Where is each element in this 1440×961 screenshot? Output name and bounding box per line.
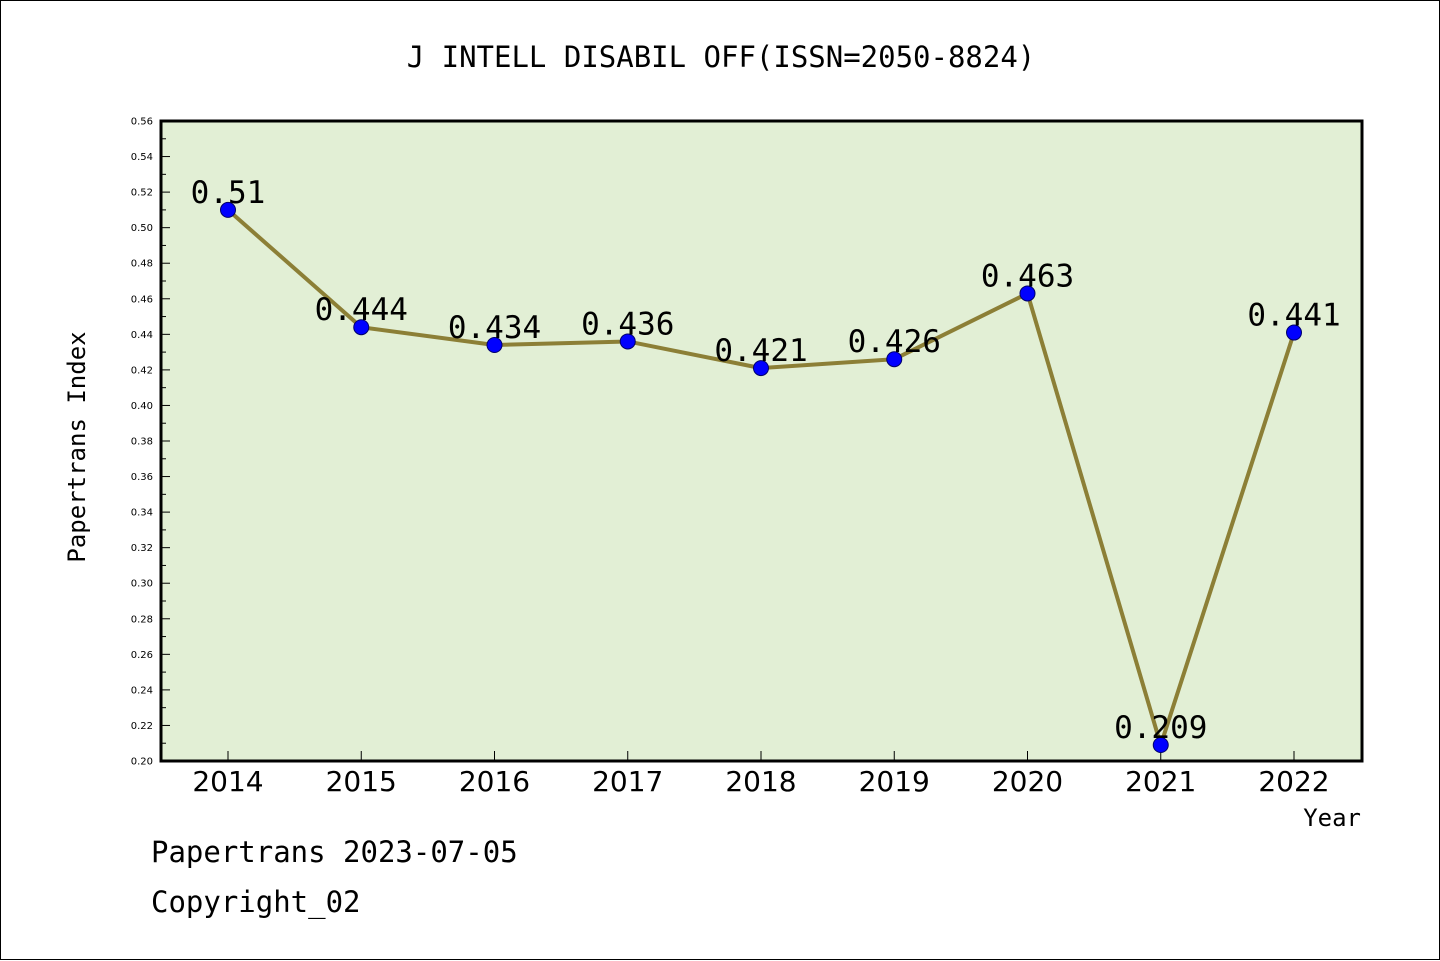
y-tick-label: 0.22 — [131, 721, 153, 732]
data-point — [886, 351, 903, 368]
footer-copyright: Copyright_02 — [151, 885, 361, 919]
data-point — [220, 201, 236, 218]
data-point — [353, 319, 370, 336]
data-label: 0.463 — [981, 258, 1074, 294]
y-tick-label: 0.26 — [131, 650, 153, 661]
y-tick-label: 0.32 — [131, 543, 153, 554]
y-axis-label: Papertrans Index — [63, 331, 91, 562]
x-tick-label: 2016 — [459, 765, 530, 798]
data-label: 0.209 — [1114, 710, 1207, 746]
data-point — [619, 333, 636, 350]
y-tick-label: 0.36 — [131, 472, 153, 483]
x-tick-label: 2019 — [859, 765, 930, 798]
data-point — [1286, 324, 1302, 341]
y-tick-label: 0.48 — [131, 259, 153, 270]
y-tick-label: 0.40 — [131, 401, 153, 412]
data-label: 0.51 — [191, 175, 266, 211]
data-label: 0.434 — [448, 310, 541, 346]
data-point — [753, 360, 769, 377]
data-point — [1019, 285, 1036, 302]
data-label: 0.426 — [848, 324, 941, 360]
y-tick-label: 0.34 — [131, 508, 153, 519]
data-label: 0.421 — [714, 333, 807, 369]
data-point — [1152, 737, 1169, 753]
x-tick-label: 2021 — [1125, 765, 1196, 798]
chart-title: J INTELL DISABIL OFF(ISSN=2050-8824) — [407, 40, 1036, 74]
y-tick-label: 0.24 — [131, 685, 153, 696]
footer-date-line: Papertrans 2023-07-05 — [151, 835, 518, 869]
x-tick-label: 2022 — [1258, 765, 1329, 798]
y-tick-label: 0.52 — [131, 188, 153, 199]
series-group: 0.51 0.444 0.434 0.436 0.421 0.426 0.463 0.209 0… — [191, 175, 1341, 753]
y-tick-label: 0.56 — [131, 117, 153, 128]
y-tick-label: 0.42 — [131, 365, 153, 376]
x-tick-label: 2018 — [725, 765, 796, 798]
data-point — [486, 337, 503, 353]
x-tick-label: 2015 — [326, 765, 397, 798]
x-tick-label: 2017 — [592, 765, 663, 798]
y-axis: 0.20 0.22 0.24 0.26 0.28 0.30 0.32 0.34 0.36 0.38… — [131, 117, 170, 768]
data-label: 0.444 — [315, 292, 408, 328]
y-tick-label: 0.54 — [131, 152, 153, 163]
x-tick-label: 2014 — [192, 765, 263, 798]
x-axis-label: Year — [1303, 804, 1361, 832]
y-tick-label: 0.20 — [131, 757, 153, 768]
y-tick-label: 0.50 — [131, 223, 153, 234]
data-label: 0.441 — [1247, 298, 1340, 334]
y-tick-label: 0.30 — [131, 579, 153, 590]
y-tick-label: 0.38 — [131, 437, 153, 448]
plot-area — [159, 119, 1364, 763]
y-tick-label: 0.46 — [131, 294, 153, 305]
x-axis: 2014 2015 2016 2017 2018 2019 2020 2021 2022 — [192, 751, 1330, 798]
y-tick-label: 0.44 — [131, 330, 153, 341]
y-tick-label: 0.28 — [131, 614, 153, 625]
data-label: 0.436 — [581, 306, 674, 342]
x-tick-label: 2020 — [992, 765, 1063, 798]
